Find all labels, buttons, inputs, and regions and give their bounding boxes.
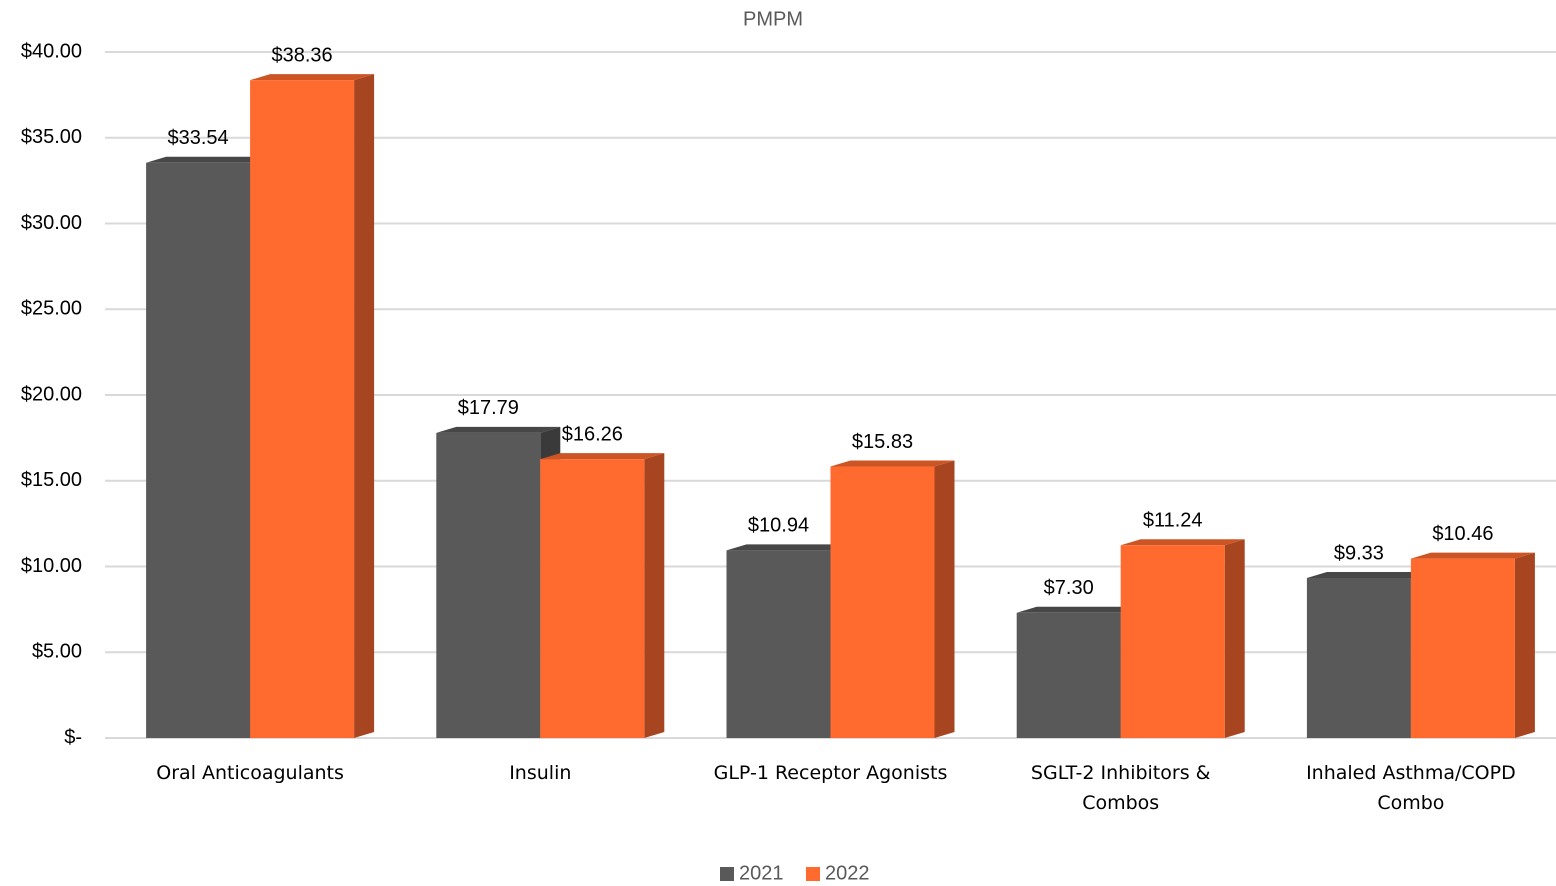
chart-title: PMPM — [743, 8, 803, 30]
bar — [1120, 545, 1225, 738]
legend-label: 2021 — [739, 862, 784, 884]
bar — [436, 432, 541, 738]
bar-top — [1306, 571, 1431, 578]
y-tick-label: $30.00 — [21, 212, 82, 234]
bar-side — [1224, 539, 1245, 738]
data-label: $9.33 — [1334, 542, 1384, 564]
bar — [1410, 558, 1515, 738]
bar-side — [354, 74, 375, 739]
bar — [726, 550, 831, 738]
bar-top — [830, 460, 955, 467]
bar — [146, 162, 251, 738]
data-label: $11.24 — [1143, 510, 1203, 532]
legend-label: 2022 — [825, 862, 870, 884]
data-label: $33.54 — [168, 127, 229, 149]
legend-swatch — [720, 867, 734, 881]
x-tick-label: SGLT-2 Inhibitors & Combos — [1030, 762, 1211, 814]
bar-side — [934, 460, 955, 738]
bar-side — [1514, 552, 1535, 738]
y-tick-label: $35.00 — [21, 126, 82, 148]
bar — [250, 80, 355, 739]
bar-top — [146, 156, 271, 163]
data-label: $38.36 — [272, 44, 333, 66]
x-tick-label: Insulin — [509, 762, 572, 784]
bar-side — [644, 453, 665, 738]
bar — [830, 466, 935, 738]
data-label: $7.30 — [1044, 577, 1094, 599]
bar-top — [726, 544, 851, 551]
bar-top — [250, 74, 375, 81]
bar-top — [540, 453, 665, 460]
y-tick-label: $40.00 — [21, 40, 82, 62]
data-label: $10.46 — [1432, 523, 1493, 545]
bar-top — [1410, 552, 1535, 559]
y-tick-label: $25.00 — [21, 298, 82, 320]
bar — [1016, 612, 1121, 738]
y-tick-label: $15.00 — [21, 469, 82, 491]
bar — [1306, 577, 1411, 738]
y-tick-label: $10.00 — [21, 555, 82, 577]
x-tick-label: GLP-1 Receptor Agonists — [713, 762, 948, 784]
x-tick-label: Oral Anticoagulants — [156, 762, 344, 784]
data-label: $16.26 — [562, 423, 623, 445]
legend-swatch — [806, 867, 820, 881]
bar-top — [1120, 539, 1245, 546]
data-label: $15.83 — [852, 431, 913, 453]
bar — [540, 459, 645, 738]
data-label: $10.94 — [748, 515, 809, 537]
y-tick-label: $5.00 — [32, 641, 82, 663]
y-tick-label: $20.00 — [21, 383, 82, 405]
bar-top — [1016, 606, 1141, 613]
bar-top — [436, 426, 561, 433]
data-label: $17.79 — [458, 397, 519, 419]
y-tick-label: $- — [64, 726, 82, 748]
x-tick-label: Inhaled Asthma/COPD Combo — [1306, 762, 1516, 814]
